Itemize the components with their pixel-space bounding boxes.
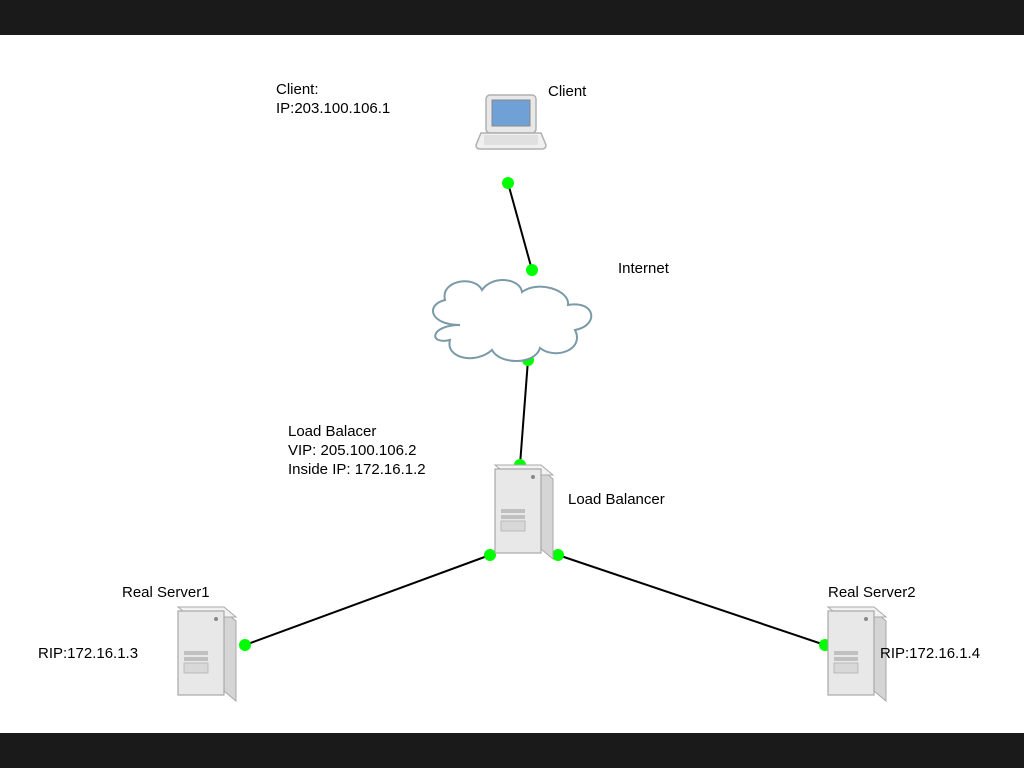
server2-label: Real Server2 bbox=[828, 584, 916, 603]
lb-ip-text: Load Balacer VIP: 205.100.106.2 Inside I… bbox=[288, 423, 426, 479]
network-svg bbox=[0, 35, 1024, 733]
internet-cloud-icon bbox=[433, 280, 591, 361]
server1-rip: RIP:172.16.1.3 bbox=[38, 645, 138, 664]
server2-icon bbox=[828, 607, 886, 701]
loadbalancer-label: Load Balancer bbox=[568, 491, 665, 510]
client-icon bbox=[476, 95, 546, 149]
client-label: Client bbox=[548, 83, 586, 102]
loadbalancer-icon bbox=[495, 465, 553, 559]
internet-label: Internet bbox=[618, 260, 669, 279]
diagram-canvas: Client Internet Load Balancer Real Serve… bbox=[0, 35, 1024, 733]
server1-icon bbox=[178, 607, 236, 701]
server1-label: Real Server1 bbox=[122, 584, 210, 603]
client-ip-text: Client: IP:203.100.106.1 bbox=[276, 81, 390, 119]
server2-rip: RIP:172.16.1.4 bbox=[880, 645, 980, 664]
